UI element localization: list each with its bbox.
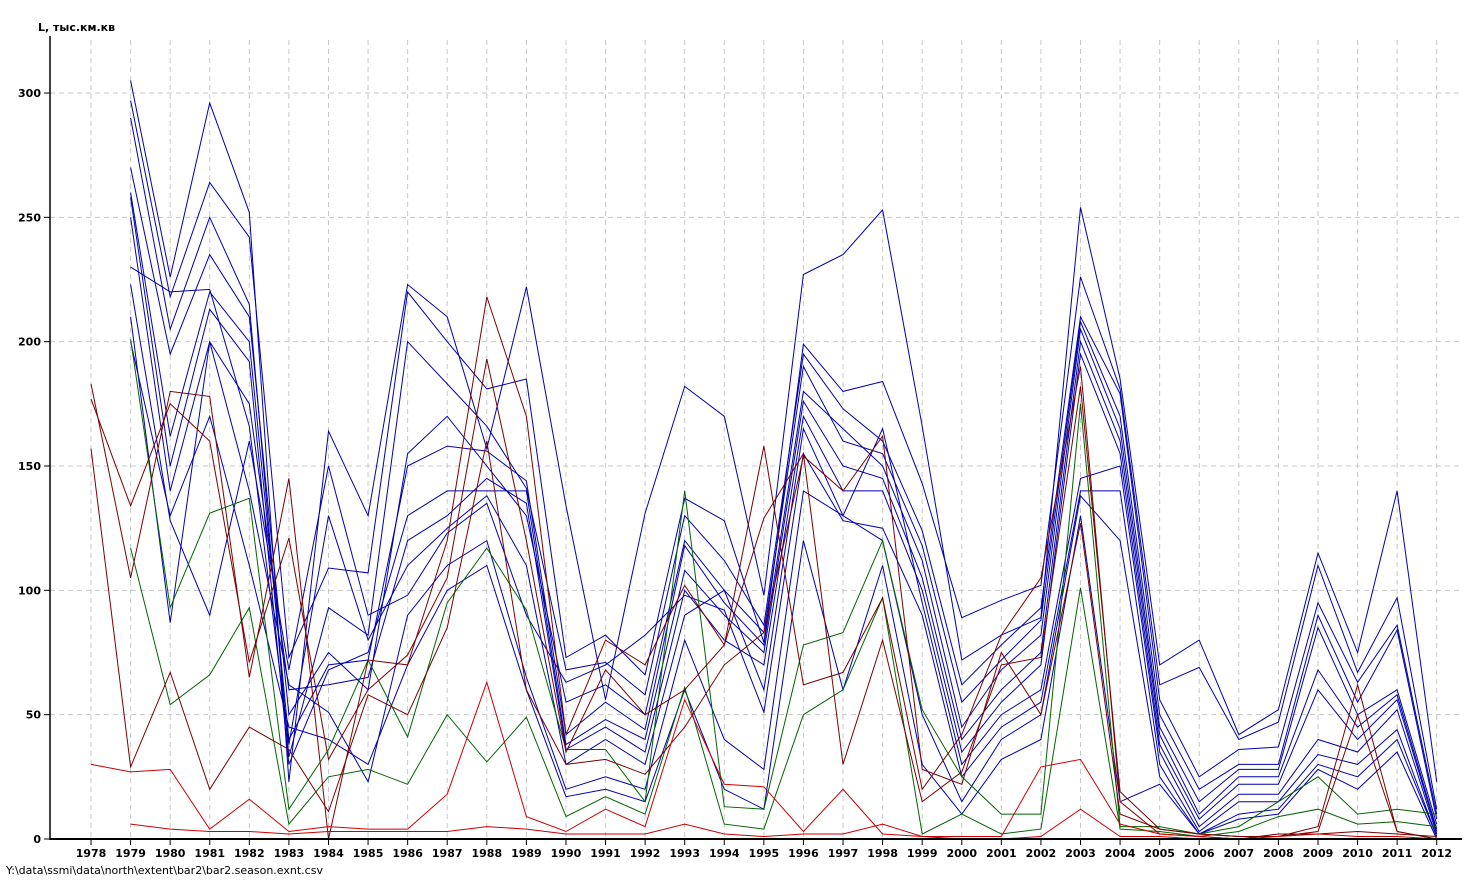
x-tick-label: 1996 xyxy=(788,847,819,860)
series-line-5 xyxy=(130,192,1438,825)
series-line-4 xyxy=(130,167,1438,820)
x-tick-label: 2007 xyxy=(1224,847,1255,860)
x-tick-label: 2009 xyxy=(1303,847,1334,860)
y-tick-label: 150 xyxy=(18,460,41,473)
series-line-16 xyxy=(90,434,1437,840)
x-tick-label: 1992 xyxy=(630,847,661,860)
x-tick-label: 1980 xyxy=(155,847,186,860)
x-tick-label: 1979 xyxy=(115,847,146,860)
x-tick-label: 1986 xyxy=(392,847,423,860)
file-path-label: Y:\data\ssmi\data\north\extent\bar2\bar2… xyxy=(6,864,323,877)
series-group xyxy=(90,80,1438,840)
x-tick-label: 1978 xyxy=(76,847,107,860)
series-line-6 xyxy=(130,197,1438,830)
y-tick-label: 250 xyxy=(18,211,41,224)
x-tick-label: 2002 xyxy=(1026,847,1057,860)
ticks: 1978 1979 1980 1981 1982 1983 1984 1985 1986 1987… xyxy=(18,87,1452,860)
x-tick-label: 2004 xyxy=(1105,847,1136,860)
x-tick-label: 2012 xyxy=(1421,847,1452,860)
x-tick-label: 1993 xyxy=(669,847,700,860)
y-tick-label: 100 xyxy=(18,584,41,597)
x-tick-label: 1990 xyxy=(551,847,582,860)
x-tick-label: 2011 xyxy=(1382,847,1413,860)
x-tick-label: 1989 xyxy=(511,847,542,860)
x-tick-label: 2001 xyxy=(986,847,1017,860)
y-tick-label: 200 xyxy=(18,336,41,349)
x-tick-label: 2010 xyxy=(1342,847,1373,860)
x-tick-label: 2008 xyxy=(1263,847,1294,860)
series-line-7 xyxy=(130,217,1438,832)
series-line-8 xyxy=(130,266,1438,835)
series-line-12 xyxy=(130,339,1437,835)
x-tick-label: 1982 xyxy=(234,847,265,860)
x-tick-label: 1983 xyxy=(274,847,305,860)
y-tick-label: 50 xyxy=(26,709,42,722)
y-tick-label: 300 xyxy=(18,87,41,100)
series-line-10 xyxy=(130,316,1438,837)
x-tick-label: 1987 xyxy=(432,847,463,860)
x-tick-label: 1985 xyxy=(353,847,384,860)
x-tick-label: 1995 xyxy=(749,847,780,860)
series-line-1 xyxy=(130,80,1438,782)
x-tick-label: 1997 xyxy=(828,847,859,860)
x-tick-label: 1981 xyxy=(194,847,225,860)
line-chart: 1978 1979 1980 1981 1982 1983 1984 1985 1986 1987… xyxy=(18,21,1462,860)
x-tick-label: 1988 xyxy=(471,847,502,860)
x-tick-label: 1991 xyxy=(590,847,621,860)
x-tick-label: 2000 xyxy=(946,847,977,860)
axes xyxy=(49,36,1462,840)
series-line-14 xyxy=(90,296,1437,840)
x-tick-label: 2005 xyxy=(1144,847,1175,860)
x-tick-label: 2006 xyxy=(1184,847,1215,860)
x-tick-label: 1999 xyxy=(907,847,938,860)
x-tick-label: 1994 xyxy=(709,847,740,860)
x-tick-label: 1998 xyxy=(867,847,898,860)
y-tick-label: 0 xyxy=(33,833,41,846)
series-line-9 xyxy=(130,284,1438,837)
y-axis-title: L, тыс.км.кв xyxy=(38,21,115,34)
series-line-13 xyxy=(130,547,1437,838)
series-line-2 xyxy=(130,100,1438,810)
grid xyxy=(50,40,1462,839)
x-tick-label: 2003 xyxy=(1065,847,1096,860)
series-line-3 xyxy=(130,117,1438,815)
x-tick-label: 1984 xyxy=(313,847,344,860)
series-line-17 xyxy=(90,680,1437,840)
